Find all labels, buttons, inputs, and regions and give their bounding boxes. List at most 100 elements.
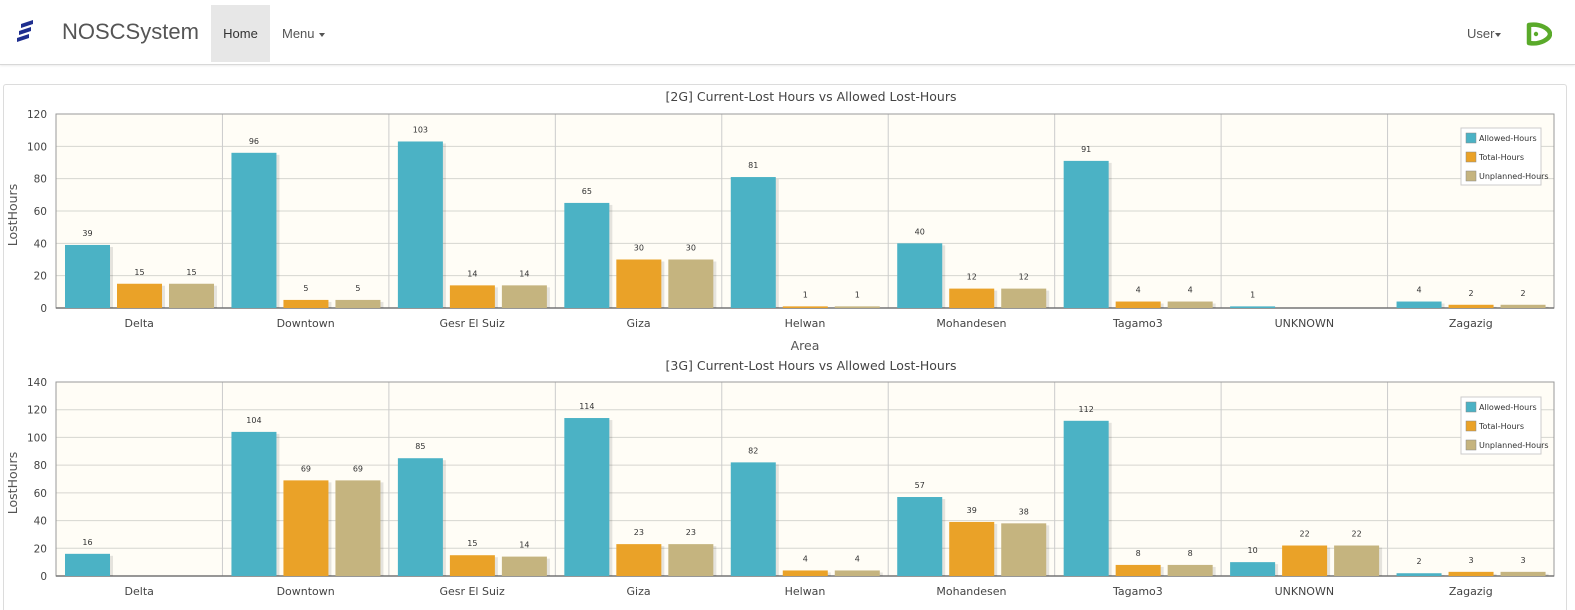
chart0-bar-value-label: 12 xyxy=(1019,273,1029,282)
chart1-bar-value-label: 69 xyxy=(353,464,363,473)
chart0-bar-value-label: 65 xyxy=(582,187,592,196)
chart1-category-label: Gesr El Suiz xyxy=(439,585,505,598)
chart1-bar xyxy=(564,418,610,576)
chart1-category-label: UNKNOWN xyxy=(1275,585,1335,598)
chart0-ytick-label: 40 xyxy=(34,238,47,250)
chart1-bar-value-label: 82 xyxy=(748,446,758,455)
chart0-bar xyxy=(1167,301,1213,308)
chart0-bar xyxy=(1063,160,1109,308)
chart0-bar xyxy=(397,141,443,308)
chart0-bar xyxy=(668,259,714,308)
nav-user-label: User xyxy=(1467,26,1495,41)
chart0-legend-swatch xyxy=(1465,132,1477,144)
chart0-ytick-label: 0 xyxy=(40,303,47,315)
chart0-bar-value-label: 14 xyxy=(467,269,477,278)
chart0-ytick-label: 20 xyxy=(34,271,47,283)
chart1-category-label: Helwan xyxy=(785,585,826,598)
chart0-bar xyxy=(231,152,277,308)
chart0-bar-value-label: 1 xyxy=(855,290,860,299)
chart1-bar-value-label: 10 xyxy=(1248,546,1258,555)
chart0-bar xyxy=(1500,304,1546,308)
chart1-bar-value-label: 4 xyxy=(803,554,808,563)
chevron-down-icon xyxy=(318,32,325,37)
chart1-bar-value-label: 22 xyxy=(1300,530,1310,539)
chart0-bar-value-label: 5 xyxy=(355,284,360,293)
chart1-bar xyxy=(501,556,547,576)
chart0-bar-value-label: 2 xyxy=(1469,289,1474,298)
chart1-legend-swatch xyxy=(1465,401,1477,413)
ericsson-logo-icon[interactable] xyxy=(14,20,38,46)
nav-home-link[interactable]: Home xyxy=(211,5,270,62)
chart0-bar-value-label: 30 xyxy=(686,244,696,253)
chart1-bar-value-label: 104 xyxy=(246,416,261,425)
chart1-bar xyxy=(65,553,110,576)
chart0-legend-swatch xyxy=(1465,151,1477,163)
chart0-bar xyxy=(283,299,329,308)
chart0-category-label: Tagamo3 xyxy=(1112,317,1163,330)
chart1-bar-value-label: 8 xyxy=(1136,549,1141,558)
chart0-bar-value-label: 96 xyxy=(249,137,259,146)
chart1-bar xyxy=(1500,571,1546,576)
chart1-bar xyxy=(897,497,943,576)
chart1-bar-value-label: 112 xyxy=(1079,405,1094,414)
nav-user-dropdown[interactable]: User xyxy=(1467,26,1502,41)
chart0-bar xyxy=(65,244,110,308)
chart0-bar-value-label: 4 xyxy=(1188,286,1193,295)
chart1-bar-value-label: 4 xyxy=(855,554,860,563)
chart0-bar xyxy=(335,299,381,308)
chart0-category-label: UNKNOWN xyxy=(1275,317,1335,330)
chart1-bar xyxy=(1230,562,1276,576)
chart1-bar-value-label: 3 xyxy=(1521,556,1526,565)
chart1-bar xyxy=(283,480,329,576)
chart0-title: [2G] Current-Lost Hours vs Allowed Lost-… xyxy=(666,89,957,104)
chart1-legend-label: Unplanned-Hours xyxy=(1479,441,1549,450)
brand-title[interactable]: NOSCSystem xyxy=(62,19,199,44)
chart1-bar xyxy=(1115,564,1161,576)
chart0-category-label: Downtown xyxy=(277,317,335,330)
etisalat-logo-icon xyxy=(1526,22,1552,46)
chart1-bar-value-label: 8 xyxy=(1188,549,1193,558)
chart1-ytick-label: 100 xyxy=(27,432,47,444)
chart0-bar xyxy=(730,177,776,308)
chart0-ytick-label: 60 xyxy=(34,206,47,218)
chart0-bar-value-label: 103 xyxy=(413,125,428,134)
chart0-ytick-label: 100 xyxy=(27,141,47,153)
chart1-bar xyxy=(1448,571,1494,576)
chart1-category-label: Delta xyxy=(125,585,154,598)
chart0-ytick-label: 120 xyxy=(27,109,47,121)
chart1-bar-value-label: 15 xyxy=(467,539,477,548)
chart1-bar-value-label: 39 xyxy=(967,506,977,515)
nav-menu-dropdown[interactable]: Menu xyxy=(282,26,325,41)
chart1-bar xyxy=(335,480,381,576)
chart0-bar-value-label: 40 xyxy=(915,227,925,236)
chart1-bar-value-label: 16 xyxy=(82,538,92,547)
chart0-category-label: Zagazig xyxy=(1449,317,1493,330)
chart1-category-label: Zagazig xyxy=(1449,585,1493,598)
chart0-bar xyxy=(1001,288,1047,308)
chart0-bar xyxy=(169,283,214,308)
chart0-legend-label: Total-Hours xyxy=(1478,153,1524,162)
chart1-bar xyxy=(231,431,277,576)
chart0-category-label: Helwan xyxy=(785,317,826,330)
chart1-bar-value-label: 3 xyxy=(1469,556,1474,565)
chart1-bar-value-label: 23 xyxy=(634,528,644,537)
chart0-bar-value-label: 14 xyxy=(519,269,529,278)
chart0-category-label: Mohandesen xyxy=(936,317,1006,330)
chart1-category-label: Tagamo3 xyxy=(1112,585,1163,598)
chart1-ytick-label: 140 xyxy=(27,377,47,389)
chart0-bar xyxy=(1396,301,1442,308)
chart0-bar-value-label: 4 xyxy=(1417,286,1422,295)
chart1-bar-value-label: 22 xyxy=(1352,530,1362,539)
chart0-bar xyxy=(949,288,995,308)
chart0-bar-value-label: 2 xyxy=(1521,289,1526,298)
chart1-ytick-label: 60 xyxy=(34,488,47,500)
chart1-bar xyxy=(782,570,828,576)
chart1-bar xyxy=(1334,545,1380,576)
chart1-legend-swatch xyxy=(1465,420,1477,432)
chart1-bar xyxy=(397,458,443,576)
chart0-bar xyxy=(1115,301,1161,308)
chart0-category-label: Gesr El Suiz xyxy=(439,317,505,330)
chart0-bar-value-label: 15 xyxy=(134,268,144,277)
chart0-bar xyxy=(564,202,610,308)
